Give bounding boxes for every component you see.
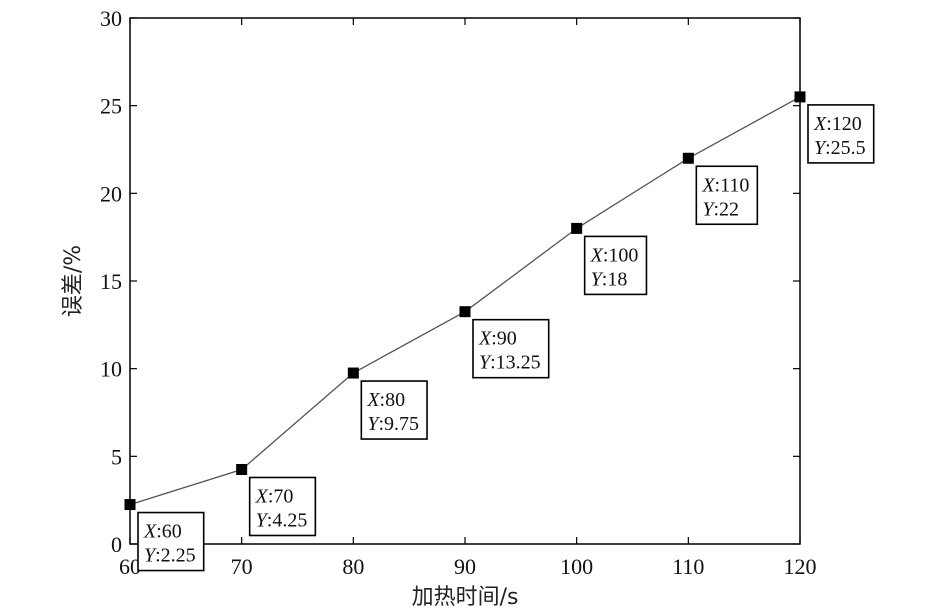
datatip-box <box>807 104 875 164</box>
x-tick-label: 110 <box>672 554 704 579</box>
y-tick-label: 25 <box>100 94 122 119</box>
data-point-marker <box>236 463 248 475</box>
data-tips: X:60Y:2.25 X:70Y:4.25 X:80Y:9.75 X:90Y:13.2… <box>137 104 875 572</box>
x-tick-label: 100 <box>560 554 593 579</box>
datatip-box <box>360 380 428 440</box>
plot-area <box>129 17 801 545</box>
datatip-x-text: X:100 <box>590 244 639 266</box>
datatip-box <box>248 476 317 537</box>
x-tick-label: 120 <box>784 554 817 579</box>
data-point-marker <box>124 499 136 511</box>
datatip-x-text: X:110 <box>701 174 749 196</box>
datatip-box <box>695 165 759 226</box>
datatip-x-text: X:90 <box>478 328 517 350</box>
datatip-x-text: X:120 <box>813 113 862 135</box>
datatip-y-text: Y:18 <box>591 268 628 290</box>
y-axis-title: 误差/% <box>61 245 86 317</box>
datatip-y-text: Y:2.25 <box>144 545 196 567</box>
datatip-y-text: Y:4.25 <box>256 509 308 531</box>
datatip: X:70Y:4.25 <box>248 476 317 537</box>
y-tick-labels: 0 5 10 15 20 25 30 <box>100 6 122 557</box>
x-tick-label: 70 <box>231 554 253 579</box>
datatip-y-text: Y:9.75 <box>367 413 419 435</box>
x-tick-label: 60 <box>119 554 141 579</box>
y-tick-label: 10 <box>100 357 122 382</box>
data-point-marker <box>571 222 583 234</box>
x-tick-label: 90 <box>454 554 476 579</box>
data-point-marker <box>459 306 471 318</box>
x-tick-labels: 60 70 80 90 100 110 120 <box>119 554 817 579</box>
y-tick-label: 20 <box>100 181 122 206</box>
y-tick-label: 0 <box>111 532 122 557</box>
y-tick-label: 15 <box>100 269 122 294</box>
x-axis-title: 加热时间/s <box>412 585 519 610</box>
data-point-marker <box>682 152 694 164</box>
datatip-x-text: X:80 <box>366 389 405 411</box>
datatip-y-text: Y:25.5 <box>814 137 866 159</box>
y-tick-label: 30 <box>100 6 122 31</box>
data-point-marker <box>347 367 359 379</box>
datatip: X:90Y:13.25 <box>472 318 550 379</box>
datatip-box <box>583 235 648 296</box>
data-point-marker <box>794 91 806 103</box>
datatip: X:60Y:2.25 <box>137 511 205 572</box>
y-tick-label: 5 <box>111 444 122 469</box>
datatip-x-text: X:70 <box>255 485 294 507</box>
datatip-box <box>137 511 205 572</box>
datatip-y-text: Y:22 <box>702 198 739 220</box>
datatip: X:80Y:9.75 <box>360 380 428 440</box>
datatip-y-text: Y:13.25 <box>479 352 541 374</box>
series-markers <box>124 91 806 511</box>
datatip-x-text: X:60 <box>143 521 182 543</box>
axis-ticks <box>129 17 801 545</box>
x-tick-label: 80 <box>342 554 364 579</box>
datatip-box <box>472 318 550 379</box>
